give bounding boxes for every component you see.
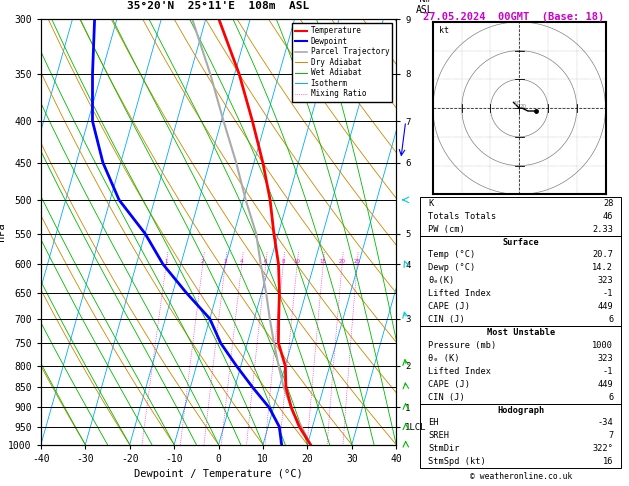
Text: 322°: 322° [593, 444, 613, 453]
Text: CAPE (J): CAPE (J) [428, 380, 470, 389]
Text: PW (cm): PW (cm) [428, 225, 465, 234]
Text: 2.33: 2.33 [593, 225, 613, 234]
Text: StmDir: StmDir [428, 444, 460, 453]
Text: Temp (°C): Temp (°C) [428, 250, 476, 260]
Text: 6: 6 [264, 259, 267, 264]
Text: 20: 20 [338, 259, 345, 264]
Text: Surface: Surface [503, 238, 539, 246]
Text: Totals Totals: Totals Totals [428, 212, 496, 221]
Text: θₑ(K): θₑ(K) [428, 277, 455, 285]
Text: 35°20'N  25°11'E  108m  ASL: 35°20'N 25°11'E 108m ASL [128, 1, 309, 11]
Text: 14.2: 14.2 [593, 263, 613, 272]
Text: 16: 16 [603, 457, 613, 466]
Text: 4: 4 [240, 259, 243, 264]
Text: Most Unstable: Most Unstable [487, 328, 555, 337]
Text: -1: -1 [603, 289, 613, 298]
Text: CIN (J): CIN (J) [428, 393, 465, 401]
Text: 2: 2 [201, 259, 204, 264]
Text: 20: 20 [520, 104, 526, 109]
Bar [420, 236, 621, 326]
Text: 7: 7 [608, 432, 613, 440]
Text: 323: 323 [598, 354, 613, 363]
Text: θₑ (K): θₑ (K) [428, 354, 460, 363]
Text: 449: 449 [598, 380, 613, 389]
Text: -34: -34 [598, 418, 613, 428]
Text: 46: 46 [603, 212, 613, 221]
Text: Hodograph: Hodograph [497, 405, 545, 415]
Text: 323: 323 [598, 277, 613, 285]
Text: 27.05.2024  00GMT  (Base: 18): 27.05.2024 00GMT (Base: 18) [423, 12, 604, 22]
Bar [420, 326, 621, 403]
Text: 3: 3 [223, 259, 227, 264]
Text: 28: 28 [603, 199, 613, 208]
Text: Lifted Index: Lifted Index [428, 367, 491, 376]
Text: 1: 1 [164, 259, 168, 264]
Text: 6: 6 [608, 393, 613, 401]
Text: © weatheronline.co.uk: © weatheronline.co.uk [470, 472, 572, 481]
Text: 15: 15 [320, 259, 326, 264]
Text: 25: 25 [353, 259, 360, 264]
Text: Lifted Index: Lifted Index [428, 289, 491, 298]
Legend: Temperature, Dewpoint, Parcel Trajectory, Dry Adiabat, Wet Adiabat, Isotherm, Mi: Temperature, Dewpoint, Parcel Trajectory… [292, 23, 392, 102]
Text: EH: EH [428, 418, 438, 428]
Text: 8: 8 [282, 259, 285, 264]
Text: SREH: SREH [428, 432, 449, 440]
Text: 20.7: 20.7 [593, 250, 613, 260]
Y-axis label: hPa: hPa [0, 223, 6, 242]
Text: -1: -1 [603, 367, 613, 376]
X-axis label: Dewpoint / Temperature (°C): Dewpoint / Temperature (°C) [134, 469, 303, 479]
Text: CAPE (J): CAPE (J) [428, 302, 470, 311]
Text: StmSpd (kt): StmSpd (kt) [428, 457, 486, 466]
Text: 1000: 1000 [593, 341, 613, 350]
Text: km
ASL: km ASL [416, 0, 433, 15]
Text: Dewp (°C): Dewp (°C) [428, 263, 476, 272]
Text: 10: 10 [513, 101, 520, 106]
Text: 449: 449 [598, 302, 613, 311]
Text: Pressure (mb): Pressure (mb) [428, 341, 496, 350]
Text: 6: 6 [608, 315, 613, 324]
Text: CIN (J): CIN (J) [428, 315, 465, 324]
Text: 10: 10 [294, 259, 301, 264]
Bar [420, 197, 621, 236]
Bar [420, 403, 621, 468]
Text: kt: kt [438, 26, 448, 35]
Text: K: K [428, 199, 433, 208]
